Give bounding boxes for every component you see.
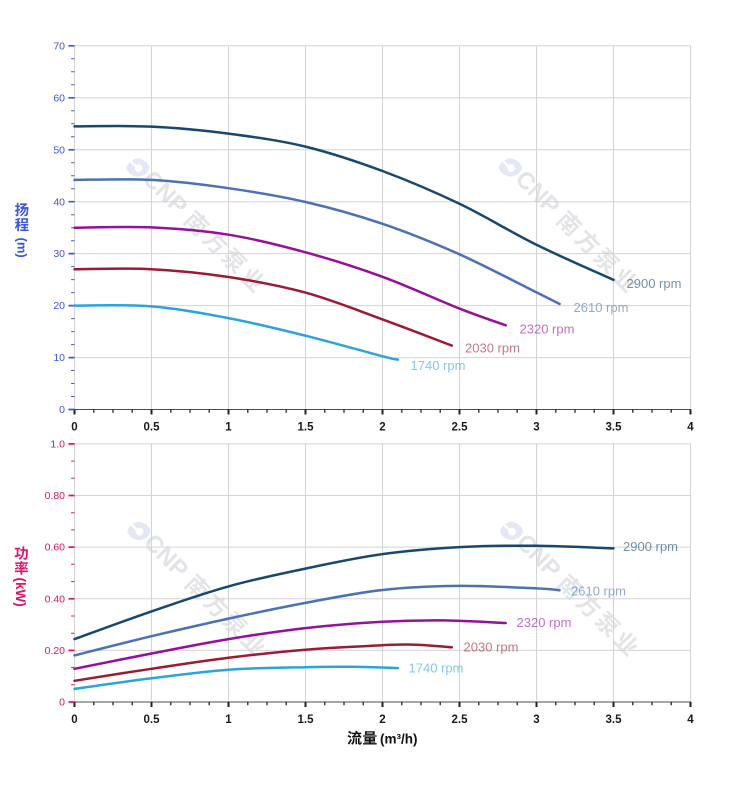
svg-text:2900 rpm: 2900 rpm	[623, 539, 678, 554]
svg-text:3: 3	[533, 421, 539, 433]
svg-text:1: 1	[225, 714, 232, 726]
svg-text:0.80: 0.80	[45, 490, 66, 502]
svg-text:1.5: 1.5	[298, 421, 315, 433]
svg-text:2.5: 2.5	[452, 714, 469, 726]
svg-text:2: 2	[379, 714, 385, 726]
svg-text:0.20: 0.20	[45, 645, 66, 657]
svg-text:3.5: 3.5	[606, 714, 623, 726]
svg-text:2610 rpm: 2610 rpm	[571, 584, 626, 599]
svg-text:1.0: 1.0	[50, 439, 65, 451]
svg-text:2: 2	[379, 421, 385, 433]
svg-text:1740 rpm: 1740 rpm	[409, 661, 464, 676]
svg-text:2320 rpm: 2320 rpm	[517, 615, 572, 630]
svg-text:60: 60	[53, 92, 65, 104]
svg-text:30: 30	[53, 248, 65, 260]
svg-text:2030 rpm: 2030 rpm	[465, 341, 520, 356]
svg-text:3: 3	[533, 714, 539, 726]
svg-text:0.40: 0.40	[45, 593, 66, 605]
svg-text:40: 40	[53, 196, 65, 208]
svg-text:0.5: 0.5	[144, 714, 161, 726]
svg-text:2320 rpm: 2320 rpm	[520, 322, 575, 337]
svg-text:3.5: 3.5	[606, 421, 623, 433]
svg-text:1: 1	[225, 421, 232, 433]
svg-text:4: 4	[687, 421, 694, 433]
svg-text:0.60: 0.60	[45, 542, 66, 554]
svg-text:2900 rpm: 2900 rpm	[627, 276, 682, 291]
svg-text:2.5: 2.5	[452, 421, 469, 433]
svg-text:(m): (m)	[15, 238, 30, 258]
svg-text:20: 20	[53, 300, 65, 312]
svg-text:4: 4	[687, 714, 694, 726]
svg-text:0.5: 0.5	[144, 421, 161, 433]
svg-text:0: 0	[59, 697, 65, 709]
svg-text:0: 0	[71, 714, 77, 726]
svg-text:1740 rpm: 1740 rpm	[411, 358, 466, 373]
svg-text:(kW): (kW)	[13, 578, 28, 607]
svg-text:2030 rpm: 2030 rpm	[464, 640, 519, 655]
svg-text:0: 0	[59, 404, 65, 416]
svg-text:10: 10	[53, 352, 65, 364]
svg-text:50: 50	[53, 144, 65, 156]
svg-text:70: 70	[53, 40, 65, 52]
svg-text:1.5: 1.5	[298, 714, 315, 726]
svg-text:2610 rpm: 2610 rpm	[574, 300, 629, 315]
svg-text:0: 0	[71, 421, 77, 433]
svg-text:(m³/h): (m³/h)	[380, 732, 418, 747]
